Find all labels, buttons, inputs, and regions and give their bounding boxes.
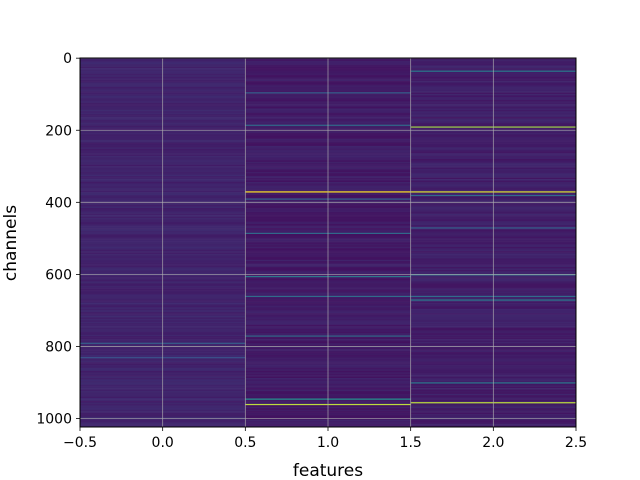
- y-tick-label: 200: [45, 123, 72, 139]
- x-tick-label: 1.0: [317, 435, 339, 451]
- y-tick-label: 1000: [36, 412, 72, 428]
- y-tick-label: 600: [45, 267, 72, 283]
- y-tick-label: 0: [63, 51, 72, 67]
- x-tick-label: 0.5: [234, 435, 256, 451]
- y-tick-label: 400: [45, 195, 72, 211]
- x-tick-label: 2.5: [565, 435, 587, 451]
- x-tick-label: 0.0: [152, 435, 174, 451]
- y-tick-label: 800: [45, 339, 72, 355]
- x-axis: −0.5 0.0 0.5 1.0 1.5 2.0 2.5: [63, 427, 587, 451]
- y-axis: 0 200 400 600 800 1000: [36, 51, 80, 428]
- x-tick-label: 1.5: [400, 435, 422, 451]
- y-axis-label: channels: [1, 205, 21, 281]
- x-tick-label: 2.0: [482, 435, 504, 451]
- x-tick-label: −0.5: [63, 435, 97, 451]
- x-axis-label: features: [293, 461, 363, 480]
